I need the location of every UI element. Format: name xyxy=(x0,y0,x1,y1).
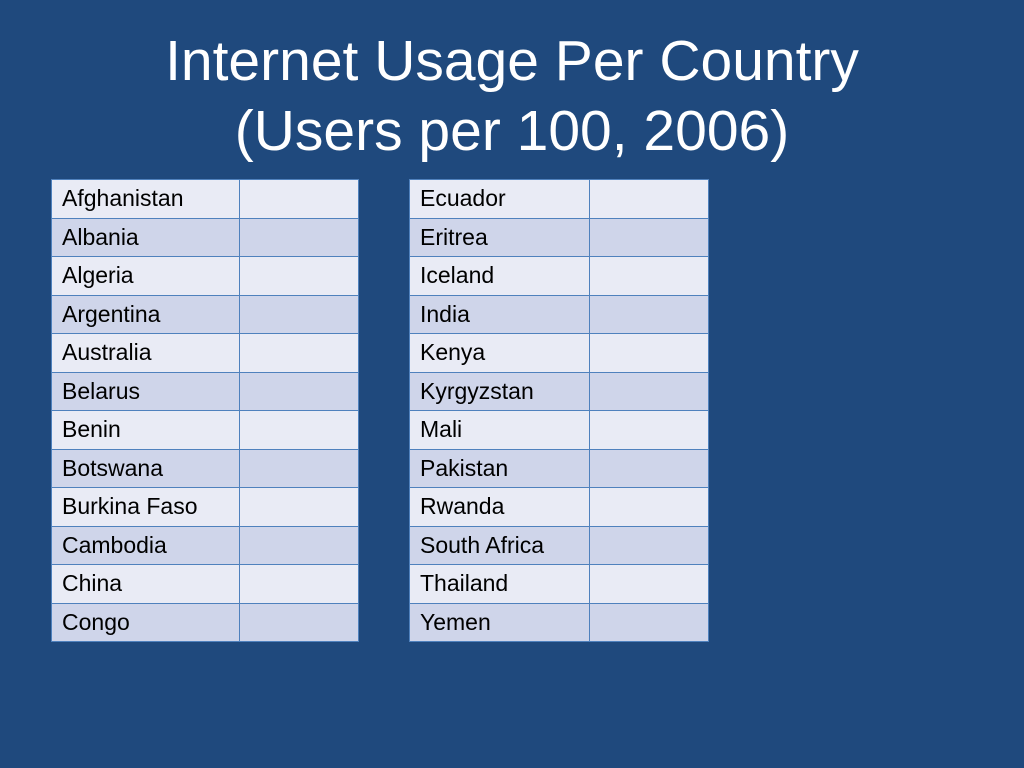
table-row: Eritrea xyxy=(409,217,709,257)
usage-value-cell xyxy=(239,448,359,488)
country-name-cell: India xyxy=(409,294,590,334)
table-row: Botswana xyxy=(51,448,359,488)
usage-value-cell xyxy=(239,487,359,527)
country-name-cell: Kyrgyzstan xyxy=(409,371,590,411)
country-name-cell: Cambodia xyxy=(51,525,240,565)
usage-value-cell xyxy=(239,564,359,604)
table-row: Mali xyxy=(409,410,709,450)
slide-title-line-2: (Users per 100, 2006) xyxy=(234,99,790,163)
country-name-cell: Yemen xyxy=(409,602,590,642)
usage-value-cell xyxy=(589,294,709,334)
usage-value-cell xyxy=(589,179,709,219)
usage-value-cell xyxy=(239,602,359,642)
table-row: Congo xyxy=(51,602,359,642)
country-table-left: Afghanistan Albania Algeria Argentina Austra… xyxy=(51,179,359,642)
country-name-cell: Benin xyxy=(51,410,240,450)
usage-value-cell xyxy=(589,333,709,373)
table-row: Algeria xyxy=(51,256,359,296)
usage-value-cell xyxy=(589,217,709,257)
usage-value-cell xyxy=(589,410,709,450)
country-name-cell: Albania xyxy=(51,217,240,257)
country-name-cell: Mali xyxy=(409,410,590,450)
usage-value-cell xyxy=(239,179,359,219)
usage-value-cell xyxy=(589,371,709,411)
country-name-cell: Algeria xyxy=(51,256,240,296)
usage-value-cell xyxy=(239,525,359,565)
table-row: Kyrgyzstan xyxy=(409,371,709,411)
usage-value-cell xyxy=(239,333,359,373)
usage-value-cell xyxy=(239,256,359,296)
usage-value-cell xyxy=(589,525,709,565)
table-row: Cambodia xyxy=(51,525,359,565)
country-name-cell: Ecuador xyxy=(409,179,590,219)
country-name-cell: South Africa xyxy=(409,525,590,565)
table-row: India xyxy=(409,294,709,334)
table-row: Australia xyxy=(51,333,359,373)
country-table-right: Ecuador Eritrea Iceland India Kenya Kyrgyzsta… xyxy=(409,179,709,642)
table-row: South Africa xyxy=(409,525,709,565)
slide-title-line-1: Internet Usage Per Country xyxy=(165,29,859,93)
usage-value-cell xyxy=(589,602,709,642)
table-row: Rwanda xyxy=(409,487,709,527)
country-name-cell: Afghanistan xyxy=(51,179,240,219)
usage-value-cell xyxy=(589,564,709,604)
usage-value-cell xyxy=(589,256,709,296)
country-name-cell: Kenya xyxy=(409,333,590,373)
country-name-cell: Burkina Faso xyxy=(51,487,240,527)
table-row: Benin xyxy=(51,410,359,450)
table-row: Afghanistan xyxy=(51,179,359,219)
table-row: Yemen xyxy=(409,602,709,642)
table-row: Albania xyxy=(51,217,359,257)
table-row: Iceland xyxy=(409,256,709,296)
country-name-cell: Eritrea xyxy=(409,217,590,257)
country-name-cell: Congo xyxy=(51,602,240,642)
table-row: Kenya xyxy=(409,333,709,373)
country-name-cell: Iceland xyxy=(409,256,590,296)
table-row: Ecuador xyxy=(409,179,709,219)
country-name-cell: Australia xyxy=(51,333,240,373)
usage-value-cell xyxy=(239,410,359,450)
country-name-cell: Botswana xyxy=(51,448,240,488)
table-row: Argentina xyxy=(51,294,359,334)
table-row: Belarus xyxy=(51,371,359,411)
table-row: Burkina Faso xyxy=(51,487,359,527)
country-name-cell: Pakistan xyxy=(409,448,590,488)
table-row: China xyxy=(51,564,359,604)
country-name-cell: China xyxy=(51,564,240,604)
country-name-cell: Thailand xyxy=(409,564,590,604)
usage-value-cell xyxy=(239,217,359,257)
country-name-cell: Rwanda xyxy=(409,487,590,527)
usage-value-cell xyxy=(239,294,359,334)
usage-value-cell xyxy=(589,448,709,488)
table-row: Thailand xyxy=(409,564,709,604)
country-name-cell: Belarus xyxy=(51,371,240,411)
usage-value-cell xyxy=(239,371,359,411)
country-name-cell: Argentina xyxy=(51,294,240,334)
slide-title: Internet Usage Per Country (Users per 10… xyxy=(0,26,1024,166)
usage-value-cell xyxy=(589,487,709,527)
table-row: Pakistan xyxy=(409,448,709,488)
